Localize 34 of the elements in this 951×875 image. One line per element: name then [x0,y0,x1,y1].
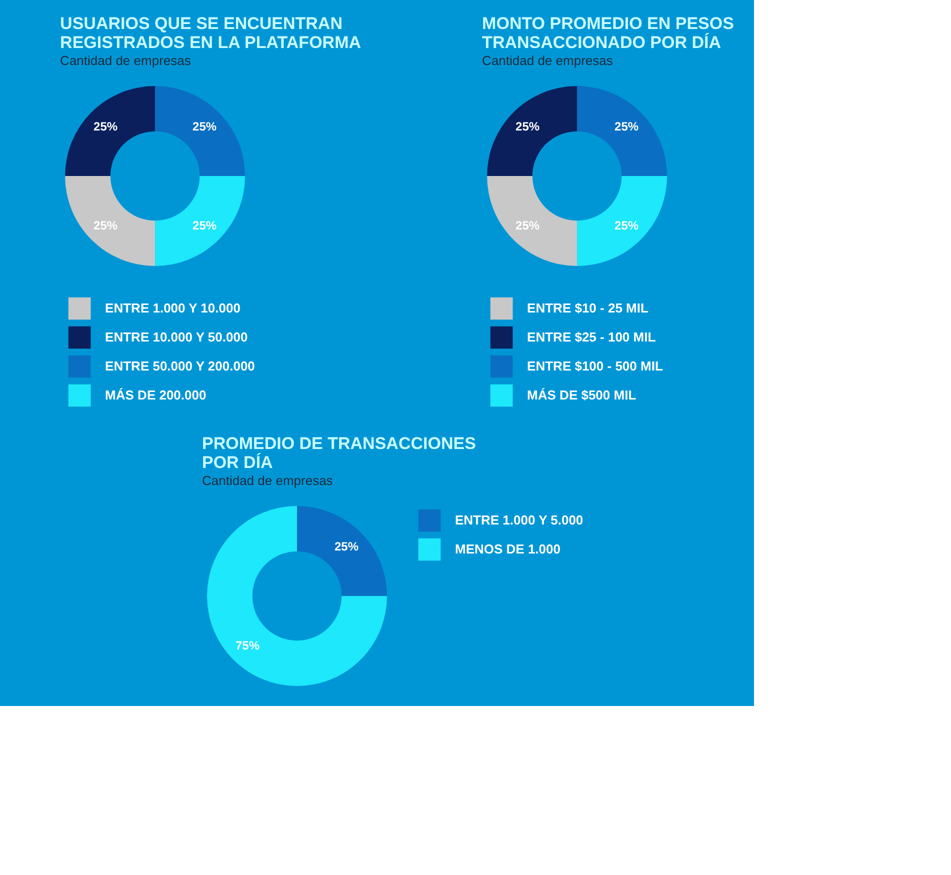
legend-label: MÁS DE $500 MIL [527,388,636,402]
legend-label: ENTRE $100 - 500 MIL [527,358,663,374]
data-label: 75% [235,638,260,652]
data-label: 25% [192,120,217,134]
donut-slice [155,86,246,176]
chart-title: PROMEDIO DE TRANSACCIONES POR DÍA [202,434,476,472]
data-label: 25% [94,120,118,134]
legend-label: ENTRE 1.000 Y 5.000 [455,512,584,528]
donut-slice [155,176,246,266]
data-label: 25% [192,218,217,232]
chart-subtitle: Cantidad de empresas [202,473,334,488]
donut-slice [487,86,578,176]
donut-slice [297,506,387,596]
chart-subtitle: Cantidad de empresas [482,53,614,68]
legend-label: ENTRE $10 - 25 MIL [527,300,648,316]
legend-label: MENOS DE 1.000 [455,542,560,556]
legend-label: ENTRE $25 - 100 MIL [527,330,656,344]
legend-label: ENTRE 50.000 Y 200.000 [105,358,255,374]
donut-slice [577,176,668,266]
donut-slice [207,506,387,686]
donut-slice [487,176,578,266]
data-label: 25% [516,120,540,134]
data-label: 25% [334,540,359,554]
donut-slice [577,86,668,176]
chart-title: MONTO PROMEDIO EN PESOS TRANSACCIONADO POR DÍA [482,14,734,52]
donut-slice [65,176,156,266]
donut-slice [65,86,156,176]
chart-subtitle: Cantidad de empresas [60,53,192,68]
chart-title: USUARIOS QUE SE ENCUENTRAN REGISTRADOS EN LA PLATAFORMA [60,14,362,52]
legend-label: ENTRE 10.000 Y 50.000 [105,330,248,344]
data-label: 25% [614,120,639,134]
data-label: 25% [614,218,639,232]
legend-label: ENTRE 1.000 Y 10.000 [105,300,240,316]
legend-label: MÁS DE 200.000 [105,388,206,402]
